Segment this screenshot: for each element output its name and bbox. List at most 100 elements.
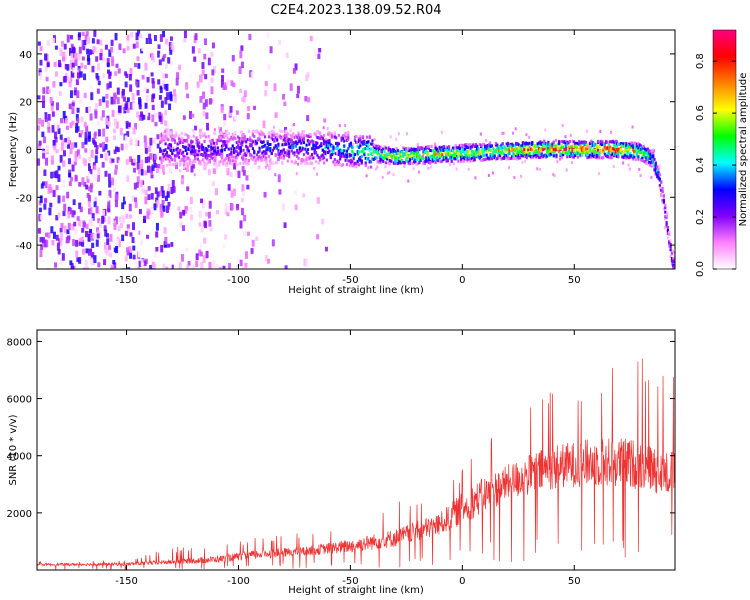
heatmap-cell: [246, 113, 250, 120]
heatmap-cell: [507, 150, 510, 154]
heatmap-cell: [631, 157, 635, 161]
heatmap-cell: [317, 53, 321, 60]
heatmap-cell: [501, 142, 504, 146]
heatmap-cell: [50, 101, 54, 107]
heatmap-cell: [178, 169, 181, 173]
heatmap-cell: [227, 157, 230, 161]
heatmap-cell: [144, 189, 148, 196]
heatmap-cell: [269, 142, 272, 146]
heatmap-cell: [55, 149, 59, 154]
heatmap-cell: [629, 155, 632, 159]
heatmap-cell: [63, 54, 67, 61]
heatmap-cell: [575, 152, 578, 156]
heatmap-cell: [204, 154, 207, 158]
heatmap-cell: [200, 131, 203, 135]
heatmap-cell: [400, 159, 404, 163]
heatmap-cell: [251, 133, 255, 137]
heatmap-cell: [114, 32, 118, 41]
heatmap-cell: [637, 146, 640, 150]
heatmap-cell: [294, 190, 298, 196]
heatmap-cell: [305, 74, 309, 82]
heatmap-cell: [93, 165, 97, 171]
heatmap-cell: [575, 144, 578, 148]
heatmap-cell: [521, 154, 524, 158]
heatmap-cell: [102, 128, 106, 137]
heatmap-cell: [535, 155, 538, 159]
heatmap-cell: [181, 175, 184, 179]
heatmap-cell: [610, 152, 613, 156]
heatmap-cell: [149, 137, 153, 146]
heatmap-cell: [273, 146, 276, 150]
heatmap-cell: [605, 154, 608, 158]
snr-ylabel: SNR (10 * v/v): [8, 414, 19, 485]
heatmap-cell: [408, 161, 412, 165]
heatmap-cell: [505, 147, 508, 151]
heatmap-cell: [180, 152, 183, 156]
heatmap-cell: [594, 149, 597, 153]
heatmap-cell: [105, 152, 109, 159]
heatmap-cell: [79, 206, 83, 213]
heatmap-cell: [246, 138, 249, 142]
heatmap-cell: [68, 231, 72, 236]
heatmap-cell: [363, 153, 366, 157]
heatmap-cell: [274, 112, 278, 118]
heatmap-cell: [325, 140, 328, 144]
heatmap-cell: [454, 143, 457, 147]
heatmap-cell: [194, 33, 198, 41]
heatmap-cell: [316, 135, 319, 139]
heatmap-cell: [289, 146, 292, 150]
heatmap-cell: [81, 248, 85, 255]
heatmap-cell: [609, 146, 612, 150]
heatmap-cell: [277, 174, 281, 183]
heatmap-cell: [68, 80, 72, 88]
heatmap-cell: [613, 152, 616, 156]
heatmap-cell: [611, 148, 614, 152]
heatmap-cell: [361, 136, 365, 140]
heatmap-cell: [344, 123, 347, 127]
heatmap-cell: [199, 198, 203, 204]
heatmap-cell: [626, 146, 629, 150]
heatmap-cell: [520, 174, 523, 178]
heatmap-cell: [598, 144, 601, 148]
heatmap-cell: [170, 264, 174, 269]
heatmap-cell: [138, 208, 142, 215]
heatmap-cell: [634, 157, 637, 161]
heatmap-cell: [250, 248, 254, 254]
heatmap-cell: [204, 164, 207, 168]
heatmap-cell: [207, 153, 210, 157]
heatmap-cell: [492, 147, 495, 151]
heatmap-cell: [164, 195, 168, 202]
heatmap-cell: [95, 56, 99, 62]
heatmap-cell: [75, 113, 79, 121]
heatmap-cell: [185, 206, 189, 211]
heatmap-cell: [298, 139, 302, 143]
heatmap-cell: [242, 190, 246, 197]
heatmap-cell: [455, 167, 458, 171]
heatmap-cell: [264, 165, 267, 169]
heatmap-cell: [575, 150, 578, 154]
heatmap-cell: [347, 159, 350, 163]
heatmap-cell: [113, 118, 117, 127]
heatmap-cell: [540, 154, 543, 158]
heatmap-cell: [379, 154, 382, 158]
heatmap-cell: [525, 150, 529, 154]
heatmap-cell: [214, 188, 218, 196]
heatmap-cell: [351, 164, 354, 168]
heatmap-cell: [93, 255, 97, 263]
x-tick-label: -150: [115, 275, 138, 286]
heatmap-cell: [107, 205, 111, 212]
heatmap-cell: [149, 264, 153, 269]
heatmap-cell: [199, 162, 202, 166]
heatmap-cell: [263, 135, 267, 139]
heatmap-cell: [71, 120, 75, 126]
heatmap-cell: [261, 145, 264, 149]
heatmap-cell: [430, 144, 433, 148]
heatmap-cell: [177, 155, 181, 159]
heatmap-cell: [490, 144, 494, 148]
heatmap-cell: [151, 267, 155, 269]
heatmap-cell: [114, 146, 118, 152]
heatmap-cell: [39, 249, 43, 258]
heatmap-cell: [205, 212, 209, 217]
heatmap-cell: [488, 146, 491, 150]
heatmap-cell: [83, 92, 87, 99]
